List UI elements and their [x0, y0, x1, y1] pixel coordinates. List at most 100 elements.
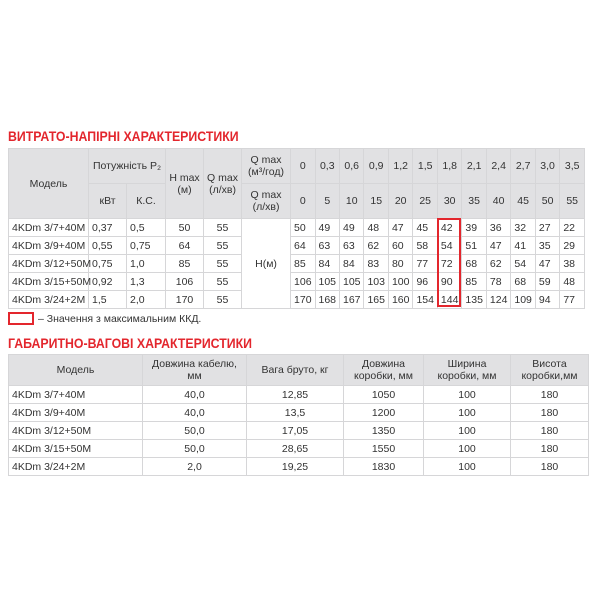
table-row: 4KDm 3/24+2M 2,0 19,25 1830 100 180: [8, 457, 589, 476]
max-efficiency-highlight: [437, 218, 461, 307]
header-3: Довжина коробки, мм: [343, 354, 424, 386]
kw-cell: 0,92: [88, 272, 127, 291]
q-l-value: 25: [412, 183, 438, 219]
table-row: 4KDm 3/15+50M 0,92 1,3 106 55 106 105 105 103 100…: [8, 272, 585, 291]
q-l-value: 35: [461, 183, 487, 219]
header-kw: кВт: [88, 183, 127, 219]
value-cell: 1200: [343, 403, 424, 422]
head-value-cell: 68: [461, 254, 487, 273]
legend: – Значення з максимальним ККД.: [8, 312, 201, 325]
value-cell: 100: [423, 439, 511, 458]
value-cell: 1050: [343, 385, 424, 404]
head-value-cell: 59: [534, 272, 561, 291]
head-value-cell: 85: [290, 254, 316, 273]
hmax-cell: 170: [165, 290, 205, 309]
qmax-cell: 55: [203, 254, 243, 273]
q-m3-value: 0,3: [314, 148, 340, 184]
head-value-cell: 160: [387, 290, 414, 309]
header-model: Модель: [8, 148, 89, 219]
head-value-cell: 39: [461, 218, 487, 237]
q-l-value: 0: [290, 183, 316, 219]
value-cell: 13,5: [246, 403, 344, 422]
table-row: 4KDm 3/9+40M 40,0 13,5 1200 100 180: [8, 403, 589, 422]
head-value-cell: 77: [412, 254, 438, 273]
head-value-cell: 170: [290, 290, 316, 309]
head-value-cell: 105: [338, 272, 365, 291]
value-cell: 180: [510, 439, 589, 458]
model-cell: 4KDm 3/12+50M: [8, 421, 143, 440]
value-cell: 17,05: [246, 421, 344, 440]
h-label-cell: H(м): [241, 218, 292, 309]
head-value-cell: 94: [534, 290, 561, 309]
head-value-cell: 29: [559, 236, 585, 255]
header-5: Висота коробки,мм: [510, 354, 589, 386]
value-cell: 180: [510, 385, 589, 404]
header-2: Вага бруто, кг: [246, 354, 344, 386]
head-value-cell: 84: [314, 254, 340, 273]
head-value-cell: 124: [485, 290, 512, 309]
head-value-cell: 96: [412, 272, 438, 291]
head-value-cell: 78: [485, 272, 512, 291]
value-cell: 100: [423, 403, 511, 422]
q-m3-value: 1,5: [412, 148, 438, 184]
value-cell: 180: [510, 403, 589, 422]
head-value-cell: 85: [461, 272, 487, 291]
hp-cell: 1,3: [125, 272, 167, 291]
q-m3-value: 3,0: [534, 148, 561, 184]
qmax-cell: 55: [203, 236, 243, 255]
head-value-cell: 80: [387, 254, 414, 273]
table-row: 4KDm 3/15+50M 50,0 28,65 1550 100 180: [8, 439, 589, 458]
head-value-cell: 38: [559, 254, 585, 273]
model-cell: 4KDm 3/15+50M: [8, 272, 91, 291]
value-cell: 1830: [343, 457, 424, 476]
value-cell: 1550: [343, 439, 424, 458]
header-4: Ширина коробки, мм: [423, 354, 511, 386]
head-value-cell: 64: [290, 236, 316, 255]
head-value-cell: 63: [338, 236, 365, 255]
head-value-cell: 167: [338, 290, 365, 309]
header-hmax: H max (м): [165, 148, 205, 219]
head-value-cell: 41: [510, 236, 536, 255]
head-value-cell: 84: [338, 254, 365, 273]
q-l-value: 30: [436, 183, 463, 219]
qmax-cell: 55: [203, 218, 243, 237]
legend-text: – Значення з максимальним ККД.: [38, 312, 202, 325]
q-l-value: 45: [510, 183, 536, 219]
q-l-value: 20: [387, 183, 414, 219]
head-value-cell: 50: [290, 218, 316, 237]
head-value-cell: 35: [534, 236, 561, 255]
head-value-cell: 48: [363, 218, 389, 237]
head-value-cell: 68: [510, 272, 536, 291]
value-cell: 180: [510, 421, 589, 440]
head-value-cell: 47: [485, 236, 512, 255]
head-value-cell: 58: [412, 236, 438, 255]
head-value-cell: 49: [338, 218, 365, 237]
head-value-cell: 135: [461, 290, 487, 309]
header-hp: К.С.: [125, 183, 167, 219]
table-row: 4KDm 3/12+50M 50,0 17,05 1350 100 180: [8, 421, 589, 440]
header-q-l: Q max (л/хв): [241, 183, 292, 219]
hmax-cell: 64: [165, 236, 205, 255]
model-cell: 4KDm 3/7+40M: [8, 218, 89, 237]
value-cell: 12,85: [246, 385, 344, 404]
value-cell: 100: [423, 421, 511, 440]
q-l-value: 40: [485, 183, 512, 219]
model-cell: 4KDm 3/24+2M: [8, 290, 89, 309]
table-row: 4KDm 3/12+50M 0,75 1,0 85 55 85 84 84 83 80 77 72 68…: [8, 254, 585, 273]
head-value-cell: 168: [314, 290, 340, 309]
head-value-cell: 32: [510, 218, 536, 237]
model-cell: 4KDm 3/12+50M: [8, 254, 91, 273]
model-cell: 4KDm 3/9+40M: [8, 236, 89, 255]
table-row: 4KDm 3/9+40M 0,55 0,75 64 55 64 63 63 62 60 58 54 51…: [8, 236, 585, 255]
head-value-cell: 62: [363, 236, 389, 255]
header-power: Потужність P₂: [87, 148, 167, 184]
q-m3-value: 0: [290, 148, 316, 184]
head-value-cell: 63: [314, 236, 340, 255]
value-cell: 2,0: [142, 457, 247, 476]
q-m3-value: 3,5: [559, 148, 585, 184]
head-value-cell: 105: [314, 272, 340, 291]
model-cell: 4KDm 3/24+2M: [8, 457, 143, 476]
value-cell: 100: [423, 457, 511, 476]
performance-table: Модель Потужність P₂ H max (м) Q max (л/…: [8, 148, 585, 309]
header-0: Модель: [8, 354, 143, 386]
